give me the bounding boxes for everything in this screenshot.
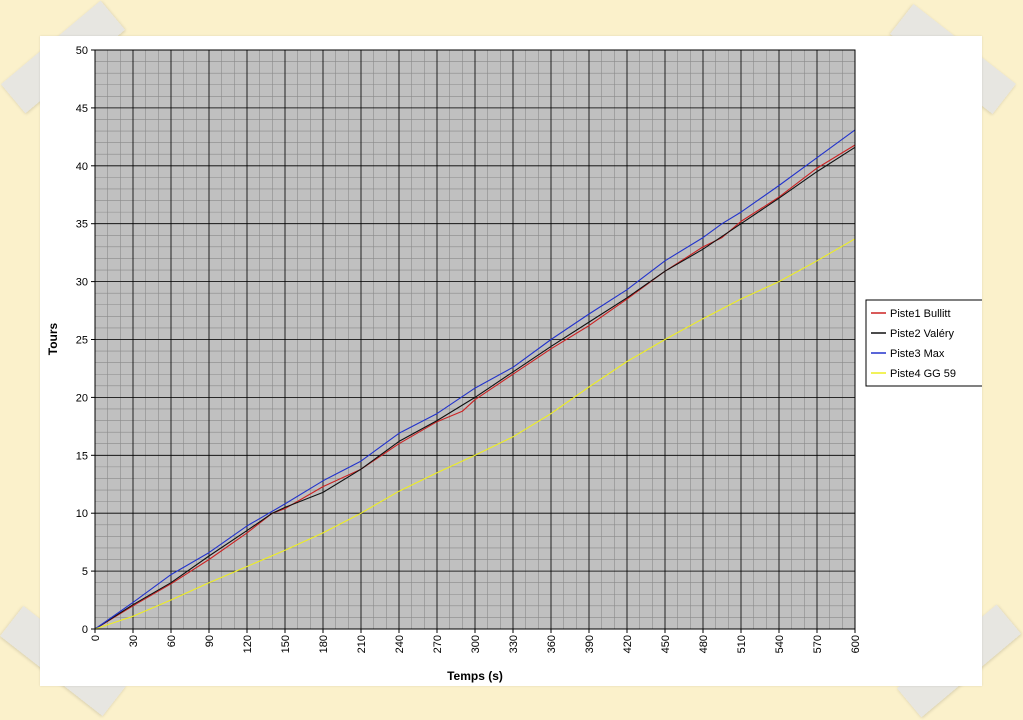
x-tick-label: 240 xyxy=(394,635,406,653)
series-layer xyxy=(94,129,856,630)
chart-card: 0 30 60 90 120 150 180 210 240 270 300 330 360 390 420… xyxy=(40,36,982,686)
legend-entry-3: Piste3 Max xyxy=(890,348,945,360)
legend: Piste1 Bullitt Piste2 Valéry Piste3 Max Pis… xyxy=(865,299,982,387)
x-tick-label: 270 xyxy=(432,635,444,653)
y-tick-label: 45 xyxy=(76,103,88,115)
x-tick-label: 420 xyxy=(622,635,634,653)
x-tick-label: 150 xyxy=(280,635,292,653)
x-tick-labels: 0 30 60 90 120 150 180 210 240 270 300 330 360 390 420… xyxy=(90,635,862,653)
line-chart: 0 30 60 90 120 150 180 210 240 270 300 330 360 390 420… xyxy=(46,45,982,683)
y-tick-label: 35 xyxy=(76,219,88,231)
x-tick-label: 480 xyxy=(698,635,710,653)
y-tick-label: 40 xyxy=(76,161,88,173)
legend-box xyxy=(865,299,982,387)
x-tick-label: 180 xyxy=(318,635,330,653)
y-tick-label: 5 xyxy=(82,566,88,578)
x-tick-label: 510 xyxy=(736,635,748,653)
y-tick-label: 10 xyxy=(76,508,88,520)
x-tick-label: 0 xyxy=(90,635,102,641)
x-tick-label: 330 xyxy=(508,635,520,653)
y-tick-label: 15 xyxy=(76,450,88,462)
x-tick-label: 360 xyxy=(546,635,558,653)
x-axis-title: Temps (s) xyxy=(447,669,503,683)
axes xyxy=(91,49,856,633)
series-line-4 xyxy=(94,238,856,630)
x-tick-label: 90 xyxy=(204,635,216,647)
y-tick-label: 0 xyxy=(82,624,88,636)
x-tick-label: 60 xyxy=(166,635,178,647)
x-tick-label: 30 xyxy=(128,635,140,647)
x-tick-label: 210 xyxy=(356,635,368,653)
y-tick-label: 50 xyxy=(76,45,88,57)
y-tick-label: 30 xyxy=(76,277,88,289)
legend-entry-1: Piste1 Bullitt xyxy=(890,308,951,320)
series-line-3 xyxy=(94,129,856,630)
x-tick-label: 390 xyxy=(584,635,596,653)
x-tick-label: 120 xyxy=(242,635,254,653)
x-tick-label: 450 xyxy=(660,635,672,653)
y-tick-labels: 0 5 10 15 20 25 30 35 40 45 50 xyxy=(76,45,88,636)
x-tick-label: 570 xyxy=(812,635,824,653)
y-axis-title: Tours xyxy=(46,322,60,355)
major-grid xyxy=(94,49,856,630)
y-tick-label: 20 xyxy=(76,392,88,404)
x-tick-label: 540 xyxy=(774,635,786,653)
series-line-2 xyxy=(94,146,856,630)
x-tick-label: 600 xyxy=(850,635,862,653)
legend-entry-4: Piste4 GG 59 xyxy=(890,368,956,380)
y-tick-label: 25 xyxy=(76,335,88,347)
x-tick-label: 300 xyxy=(470,635,482,653)
legend-entry-2: Piste2 Valéry xyxy=(890,328,954,340)
